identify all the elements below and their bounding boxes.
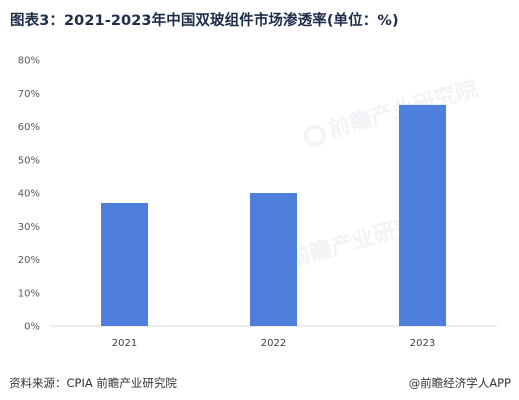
y-tick-label: 10% xyxy=(18,288,40,299)
y-tick-label: 80% xyxy=(18,56,40,67)
brand-credit: @前瞻经济学人APP xyxy=(408,376,511,390)
y-axis-ticks: 0% 10% 20% 30% 40% 50% 60% 70% 80% xyxy=(18,56,40,333)
x-axis-ticks: 2021 2022 2023 xyxy=(112,338,435,349)
y-tick-label: 0% xyxy=(24,322,40,333)
y-tick-label: 30% xyxy=(18,222,40,233)
source-note: 资料来源：CPIA 前瞻产业研究院 xyxy=(9,376,177,390)
y-tick-label: 70% xyxy=(18,89,40,100)
chart-title: 图表3：2021-2023年中国双玻组件市场渗透率(单位：%) xyxy=(10,13,399,29)
y-tick-label: 20% xyxy=(18,255,40,266)
bar-series xyxy=(101,104,446,326)
x-tick-label: 2022 xyxy=(261,338,286,349)
bar-2023 xyxy=(399,104,446,326)
y-tick-label: 60% xyxy=(18,122,40,133)
bar-chart: 0% 10% 20% 30% 40% 50% 60% 70% 80% 2021 2022 2023 xyxy=(18,56,497,349)
y-tick-label: 40% xyxy=(18,189,40,200)
bar-2021 xyxy=(101,202,148,326)
bar-2022 xyxy=(250,193,297,326)
x-tick-label: 2021 xyxy=(112,338,137,349)
y-tick-label: 50% xyxy=(18,155,40,166)
x-tick-label: 2023 xyxy=(410,338,435,349)
